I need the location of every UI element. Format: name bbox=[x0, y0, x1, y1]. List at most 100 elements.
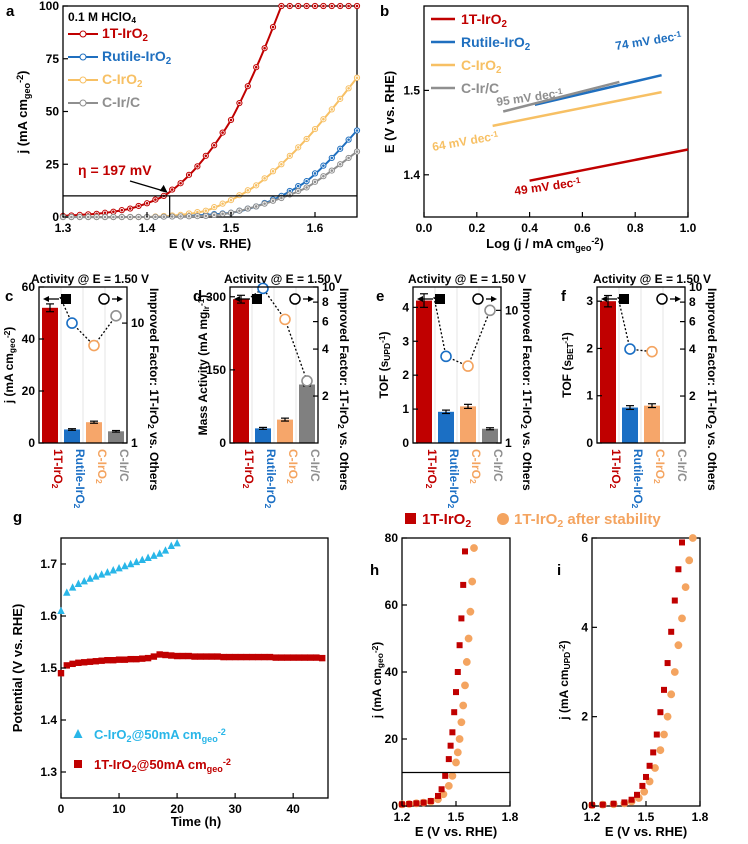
data-point-square bbox=[86, 658, 94, 665]
factor-dotted-line bbox=[250, 287, 308, 382]
text-part: geo bbox=[375, 653, 385, 668]
f-y-tick-label: 2 bbox=[586, 341, 593, 355]
data-point-circle bbox=[656, 746, 665, 755]
bar-circ bbox=[482, 428, 498, 443]
data-point-core bbox=[196, 210, 199, 214]
data-point-core bbox=[263, 202, 266, 205]
e-y-tick-label: 3 bbox=[402, 334, 409, 348]
f-y-tick-label: 3 bbox=[586, 294, 593, 308]
text-part: C-Ir/C bbox=[117, 449, 131, 482]
text-part: -1 bbox=[377, 335, 387, 343]
data-point-core bbox=[347, 138, 350, 141]
category-label: 1T-IrO2 bbox=[50, 449, 65, 489]
text-part: 1T-IrO bbox=[102, 25, 143, 41]
d-y-tick-label: 300 bbox=[206, 290, 226, 304]
data-point-square bbox=[295, 654, 303, 661]
factor-circle bbox=[88, 339, 100, 352]
data-point-circle bbox=[79, 30, 87, 38]
text-part: 1T-IrO bbox=[461, 11, 502, 27]
text-part: Mass Activity (mA mg bbox=[196, 312, 210, 436]
open-circle-legend bbox=[656, 293, 668, 305]
data-point-triangle bbox=[63, 588, 71, 596]
i-y-tick-label: 4 bbox=[581, 620, 588, 634]
text-part: vs. Others bbox=[337, 429, 351, 491]
legend-label: 1T-IrO2 bbox=[422, 511, 471, 530]
factor-circle bbox=[66, 317, 78, 329]
text-part: -1 bbox=[673, 28, 682, 39]
data-point-triangle bbox=[86, 574, 94, 582]
e-y-tick-label: 2 bbox=[402, 368, 409, 382]
e-y-tick-label: 4 bbox=[402, 300, 409, 314]
bar-circ bbox=[108, 431, 124, 443]
factor-circle bbox=[646, 345, 658, 358]
data-point-square bbox=[284, 654, 291, 661]
data-point-core bbox=[338, 162, 342, 166]
data-point-core bbox=[254, 205, 258, 208]
data-point-core bbox=[271, 199, 275, 203]
data-point-circle bbox=[455, 735, 464, 743]
y-axis-label-d: Mass Activity (mA mgIr-1) bbox=[196, 295, 212, 436]
bar-cir2 bbox=[460, 406, 476, 443]
data-point-core bbox=[355, 150, 359, 153]
g-y-tick-label: 1.7 bbox=[40, 557, 57, 571]
data-point-core bbox=[196, 214, 199, 218]
data-point-circle bbox=[444, 782, 453, 790]
h-x-tick-label: 1.5 bbox=[448, 810, 465, 824]
data-point-square bbox=[162, 651, 169, 659]
factor-dotted-line bbox=[59, 296, 117, 347]
text-part: -2 bbox=[2, 330, 12, 338]
text-part: BET bbox=[565, 342, 575, 360]
data-point-core bbox=[355, 4, 359, 8]
data-point-square bbox=[179, 652, 187, 660]
data-point-circle bbox=[470, 544, 478, 552]
data-point-core bbox=[296, 146, 300, 149]
data-point-square bbox=[318, 654, 326, 662]
text-part: j (mA cm bbox=[2, 353, 16, 404]
h-y-tick-label: 60 bbox=[385, 598, 399, 612]
data-point-triangle bbox=[97, 570, 106, 578]
text-part: -1 bbox=[554, 86, 563, 97]
data-point-core bbox=[246, 207, 250, 210]
data-point-square bbox=[197, 653, 204, 660]
h-y-tick-label: 40 bbox=[385, 665, 399, 679]
text-part: 2 bbox=[137, 79, 143, 90]
text-part: 2 bbox=[50, 484, 60, 489]
factor-dotted-line bbox=[433, 296, 491, 367]
factor-dotted-line bbox=[617, 296, 653, 353]
plot-frame-e bbox=[412, 286, 502, 444]
a-x-tick-label: 1.6 bbox=[307, 221, 324, 235]
b-y-tick-label: 1.4 bbox=[403, 168, 420, 182]
data-point-square bbox=[447, 742, 454, 749]
bar-rutile bbox=[622, 407, 638, 443]
data-point-square bbox=[653, 731, 660, 738]
text-part: ) bbox=[557, 640, 571, 644]
text-part: geo bbox=[575, 243, 592, 253]
text-part: 2 bbox=[468, 479, 478, 484]
left-arrow-head bbox=[417, 296, 423, 302]
right-tick-label: 6 bbox=[689, 315, 696, 329]
bar-1T bbox=[600, 301, 616, 443]
data-point-square bbox=[110, 657, 117, 664]
panel-label-a: a bbox=[6, 3, 15, 20]
text-part: 1T-IrO bbox=[514, 511, 558, 528]
plot-frame-c bbox=[38, 286, 128, 444]
right-tick-label: 8 bbox=[689, 295, 696, 309]
data-point-core bbox=[305, 137, 308, 141]
legend-label: C-Ir/C bbox=[461, 80, 499, 96]
data-point-square bbox=[458, 615, 465, 622]
text-part: ) bbox=[196, 295, 210, 299]
legend-label: 1T-IrO2 bbox=[461, 11, 507, 30]
data-point-core bbox=[313, 172, 317, 175]
data-point-square bbox=[57, 670, 65, 677]
data-point-core bbox=[330, 156, 334, 160]
y-axis-label-i: j (mA cmUPD-2) bbox=[557, 640, 573, 720]
bar-cir2 bbox=[644, 405, 660, 443]
data-point-core bbox=[313, 180, 317, 184]
left-arrow-head bbox=[601, 296, 607, 302]
data-point-square bbox=[313, 654, 320, 661]
data-point-core bbox=[212, 143, 216, 147]
text-part: Rutile-IrO bbox=[264, 449, 278, 504]
text-part: 2 bbox=[608, 484, 618, 489]
data-point-core bbox=[355, 129, 359, 132]
data-point-core bbox=[296, 4, 300, 8]
